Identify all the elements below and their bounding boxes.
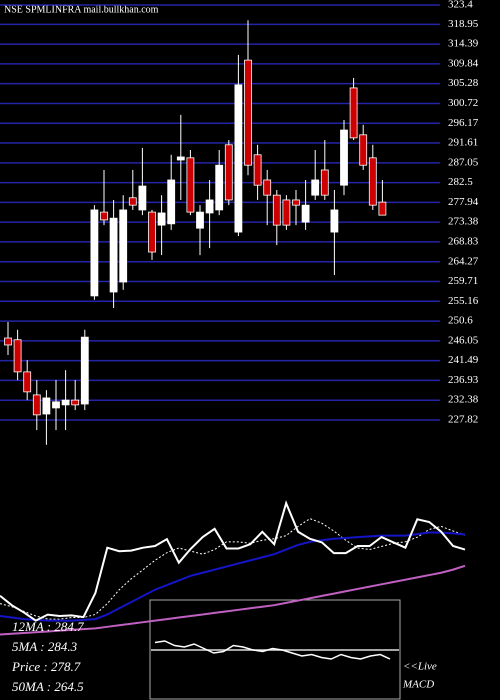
y-tick-label: 291.61 (448, 137, 478, 149)
y-tick-label: 259.71 (448, 275, 478, 287)
y-tick-label: 246.05 (448, 334, 479, 346)
candle-body (119, 209, 128, 283)
y-tick-label: 241.49 (448, 354, 479, 366)
candle-body (378, 201, 387, 216)
price-line (0, 500, 466, 622)
candle-body (176, 156, 185, 161)
y-tick-label: 264.27 (448, 255, 479, 267)
legend-label: 5MA : 284.3 (12, 639, 78, 654)
y-tick-label: 273.38 (448, 216, 479, 228)
legend-label: 50MA : 264.5 (12, 679, 84, 694)
y-tick-label: 268.83 (448, 235, 479, 247)
chart-title: NSE SPMLINFRA mail.bullkhan.com (4, 4, 159, 15)
candle-body (157, 212, 166, 226)
candle-body (224, 144, 233, 201)
y-tick-label: 227.82 (448, 414, 478, 426)
legend-label: 12MA : 284.7 (12, 619, 84, 634)
candle-body (80, 336, 89, 405)
candle-body (13, 339, 22, 373)
candle-body (359, 134, 368, 166)
candle-body (61, 399, 70, 406)
candle-body (320, 169, 329, 196)
candle-body (282, 199, 291, 226)
candle-body (148, 211, 156, 253)
candle-body (100, 211, 108, 221)
candle-body (90, 209, 99, 297)
candle-body (205, 199, 214, 214)
candle-body (4, 337, 12, 346)
macd-box (149, 599, 401, 700)
y-tick-label: 232.38 (448, 394, 479, 406)
y-tick-label: 300.72 (448, 97, 478, 109)
candle-body (186, 157, 195, 213)
y-tick-label: 250.6 (448, 315, 473, 327)
candle-body (244, 59, 252, 166)
y-tick-label: 305.28 (448, 77, 479, 89)
candle-body (311, 179, 320, 196)
y-tick-label: 236.93 (448, 374, 479, 386)
y-tick-label: 318.95 (448, 18, 479, 30)
candle-body (340, 129, 348, 186)
candle-body (23, 371, 32, 393)
candle-body (109, 217, 118, 293)
candle-body (71, 399, 80, 406)
ma-line (0, 518, 466, 620)
macd-line (154, 640, 391, 660)
y-tick-label: 277.94 (448, 196, 479, 208)
candle-body (196, 211, 204, 229)
y-tick-label: 282.5 (448, 176, 473, 188)
candle-body (263, 179, 272, 196)
y-tick-label: 296.17 (448, 117, 479, 129)
candle-body (292, 199, 300, 206)
ma-line (0, 564, 466, 636)
macd-label: MACD (402, 679, 434, 691)
candle-body (272, 194, 281, 226)
ma-line (0, 531, 466, 622)
y-tick-label: 309.84 (448, 57, 479, 69)
candle-body (42, 397, 51, 415)
candle-body (301, 204, 310, 223)
candle-body (32, 394, 41, 416)
candle-body (167, 179, 176, 225)
candle-body (215, 164, 224, 211)
candle-body (368, 157, 377, 206)
y-tick-label: 314.39 (448, 38, 479, 50)
candle-body (138, 185, 147, 211)
candle-body (330, 209, 339, 233)
candle-body (234, 84, 243, 233)
macd-label: <<Live (403, 661, 437, 673)
y-tick-label: 323.4 (448, 0, 473, 11)
y-tick-label: 287.05 (448, 156, 479, 168)
candle-body (349, 87, 358, 139)
legend-label: Price : 278.7 (11, 659, 81, 674)
candle-body (128, 197, 137, 206)
y-tick-label: 255.16 (448, 295, 479, 307)
candle-body (253, 154, 262, 186)
candle-body (52, 401, 60, 409)
